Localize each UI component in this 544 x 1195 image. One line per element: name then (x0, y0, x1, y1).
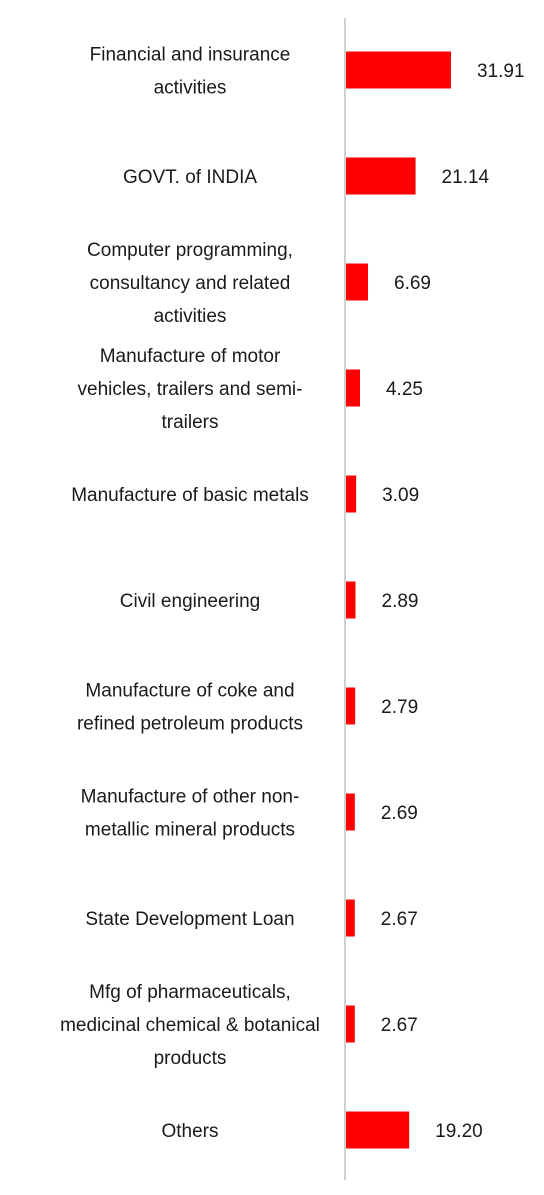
category-label: State Development Loan (85, 909, 294, 930)
value-label: 2.69 (381, 803, 418, 824)
category-label-line: Manufacture of other non- (81, 787, 300, 808)
bar (346, 899, 355, 937)
category-label: GOVT. of INDIA (123, 167, 257, 188)
category-label-line: Manufacture of coke and (85, 681, 294, 702)
category-label-line: medicinal chemical & botanical (60, 1015, 320, 1036)
bar-series (346, 51, 451, 1149)
category-label-line: Manufacture of basic metals (71, 485, 309, 506)
value-labels: 31.91 21.14 6.69 4.25 3.09 2.89 2.79 2.69 2.67 2.… (381, 61, 525, 1142)
category-label-line: Manufacture of motor (100, 346, 281, 367)
category-label: Manufacture of motor vehicles, trailers a… (78, 346, 303, 433)
bar (346, 157, 416, 195)
bar (346, 475, 357, 513)
bar (346, 263, 369, 301)
category-label-line: State Development Loan (85, 909, 294, 930)
value-label: 2.79 (381, 697, 418, 718)
category-label-line: GOVT. of INDIA (123, 167, 257, 188)
category-label-line: Civil engineering (120, 591, 260, 612)
category-label: Manufacture of other non-metallic minera… (81, 787, 300, 841)
category-label: Manufacture of coke and refined petroleum… (77, 681, 303, 735)
category-label-line: Mfg of pharmaceuticals, (89, 982, 291, 1003)
value-label: 2.67 (381, 1015, 418, 1036)
value-label: 21.14 (442, 167, 490, 188)
category-label-line: consultancy and related (90, 273, 291, 294)
bar (346, 793, 355, 831)
category-label: Manufacture of basic metals (71, 485, 309, 506)
category-label-line: activities (154, 78, 227, 99)
category-label-line: activities (154, 306, 227, 327)
bar (346, 581, 356, 619)
category-label: Civil engineering (120, 591, 260, 612)
category-label-line: Computer programming, (87, 240, 293, 261)
bar (346, 369, 360, 407)
value-label: 2.89 (382, 591, 419, 612)
category-label: Financial and insurance activities (90, 45, 291, 99)
category-label-line: trailers (161, 412, 218, 433)
category-label: Computer programming, consultancy and rel… (87, 240, 293, 327)
category-label-line: refined petroleum products (77, 714, 303, 735)
category-label-line: metallic mineral products (85, 820, 295, 841)
bar (346, 51, 451, 89)
category-label-line: Financial and insurance (90, 45, 291, 66)
category-label: Others (161, 1121, 218, 1142)
category-label-line: vehicles, trailers and semi- (78, 379, 303, 400)
category-label-line: Others (161, 1121, 218, 1142)
category-labels: Financial and insurance activities GOVT. o… (60, 45, 320, 1143)
category-label-line: products (154, 1048, 227, 1069)
value-label: 3.09 (382, 485, 419, 506)
value-label: 4.25 (386, 379, 423, 400)
value-label: 6.69 (394, 273, 431, 294)
bar (346, 1005, 355, 1043)
value-label: 2.67 (381, 909, 418, 930)
bar (346, 1111, 410, 1149)
category-label: Mfg of pharmaceuticals, medicinal chemica… (60, 982, 320, 1069)
value-label: 31.91 (477, 61, 525, 82)
value-label: 19.20 (435, 1121, 483, 1142)
bar (346, 687, 356, 725)
